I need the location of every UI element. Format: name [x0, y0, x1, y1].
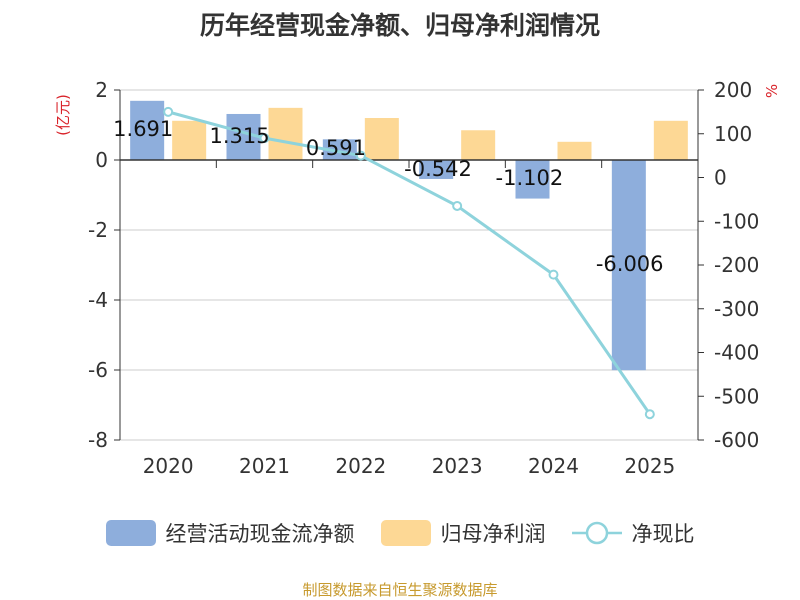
x-axis-tick-label-2020: 2020: [143, 454, 194, 478]
data-label-cashflow-2025: -6.006: [596, 252, 664, 276]
right-axis-tick-label-0: 200: [714, 78, 752, 102]
x-axis-tick-label-2023: 2023: [432, 454, 483, 478]
right-axis-tick-label-2: 0: [714, 166, 727, 190]
right-axis-tick-label-1: 100: [714, 122, 752, 146]
bar-cashflow-2024: [515, 160, 550, 199]
bar-profit-2020: [172, 120, 207, 160]
legend-swatch-ratio: [571, 521, 622, 545]
left-axis-tick-label-4: -6: [88, 358, 108, 382]
right-axis-label: %: [763, 84, 781, 98]
data-label-cashflow-2022: 0.591: [306, 136, 366, 160]
legend-item-cashflow[interactable]: 经营活动现金流净额: [105, 518, 355, 548]
data-label-cashflow-2024: -1.102: [496, 166, 564, 190]
point-ratio-2023: [452, 200, 463, 211]
x-axis-tick-label-2024: 2024: [528, 454, 579, 478]
point-ratio-2022: [355, 150, 366, 161]
left-axis-tick-label-1: 0: [95, 148, 108, 172]
source-note: 制图数据来自恒生聚源数据库: [302, 581, 498, 599]
legend-item-ratio[interactable]: 净现比: [571, 518, 695, 548]
left-axis-tick-label-2: -2: [88, 218, 108, 242]
right-axis-tick-label-6: -400: [714, 341, 759, 365]
chart-title: 历年经营现金净额、归母净利润情况: [199, 11, 600, 40]
left-axis-label: (亿元): [54, 94, 72, 136]
bar-profit-2023: [461, 130, 496, 160]
data-label-cashflow-2021: 1.315: [210, 124, 270, 148]
left-axis-tick-label-5: -8: [88, 428, 108, 452]
x-axis-tick-label-2022: 2022: [335, 454, 386, 478]
bar-profit-2021: [268, 107, 303, 160]
legend-label-cashflow: 经营活动现金流净额: [165, 522, 355, 546]
bar-cashflow-2025: [611, 160, 646, 371]
point-ratio-2024: [548, 269, 559, 280]
right-axis-tick-label-8: -600: [714, 428, 759, 452]
point-ratio-2021: [259, 133, 270, 144]
right-axis-tick-label-4: -200: [714, 253, 759, 277]
x-axis-tick-label-2025: 2025: [624, 454, 675, 478]
bar-cashflow-2023: [419, 160, 454, 179]
bar-profit-2025: [653, 120, 688, 160]
legend-label-ratio: 净现比: [631, 522, 695, 546]
data-label-cashflow-2020: 1.691: [113, 117, 173, 141]
point-ratio-2025: [644, 409, 655, 420]
left-axis-tick-label-0: 2: [95, 78, 108, 102]
point-ratio-2020: [163, 106, 174, 117]
bar-cashflow-2020: [130, 100, 165, 160]
legend: 经营活动现金流净额 归母净利润 净现比: [0, 518, 800, 548]
legend-swatch-profit: [380, 520, 431, 546]
legend-label-profit: 归母净利润: [440, 522, 546, 546]
x-axis-tick-label-2021: 2021: [239, 454, 290, 478]
right-axis-tick-label-5: -300: [714, 297, 759, 321]
legend-item-profit[interactable]: 归母净利润: [380, 518, 546, 548]
legend-swatch-cashflow: [105, 520, 156, 546]
bar-profit-2022: [364, 118, 399, 160]
right-axis-tick-label-3: -100: [714, 209, 759, 233]
data-label-cashflow-2023: -0.542: [404, 157, 472, 181]
bar-profit-2024: [557, 141, 592, 160]
left-axis-tick-label-3: -4: [88, 288, 108, 312]
series-line-ratio: [167, 110, 652, 416]
right-axis-tick-label-7: -500: [714, 384, 759, 408]
